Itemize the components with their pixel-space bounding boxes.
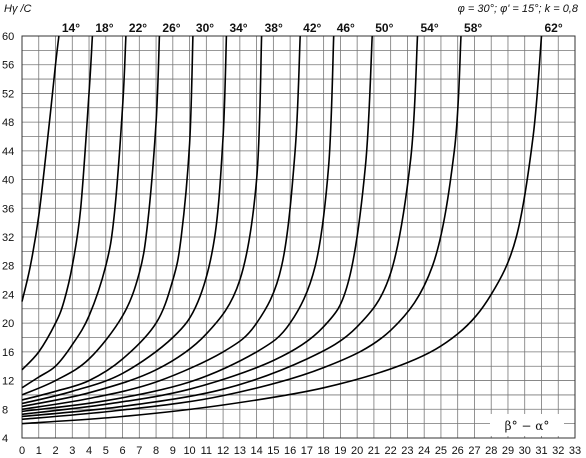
curve-line (21, 35, 462, 421)
grid (21, 35, 576, 439)
x-tick-label: 14 (250, 445, 262, 457)
y-tick-label: 52 (2, 88, 14, 100)
curve-label-background (127, 21, 158, 35)
curve-label-background (161, 21, 192, 35)
x-tick-label: 15 (267, 445, 279, 457)
curve-label: 22° (129, 21, 147, 35)
curve-label: 62° (544, 21, 562, 35)
x-tick-label: 11 (201, 445, 212, 457)
x-tick-label: 26 (452, 445, 464, 457)
y-tick-label: 12 (2, 376, 14, 388)
curve-line (21, 35, 335, 413)
x-tick-label: 0 (19, 445, 25, 457)
curve-line (21, 35, 161, 396)
parameters-label: φ = 30°; φ' = 15°; k = 0,8 (458, 3, 579, 15)
x-tick-label: 10 (183, 445, 195, 457)
y-tick-label: 8 (2, 404, 8, 416)
y-axis-label: Hγ /C (4, 3, 32, 15)
x-tick-label: 9 (170, 445, 176, 457)
curve-line (21, 35, 419, 418)
curve-label: 26° (162, 21, 180, 35)
curve-label: 38° (265, 21, 283, 35)
x-tick-label: 12 (217, 445, 229, 457)
x-tick-label: 7 (136, 445, 142, 457)
x-axis-label: β° − α° (505, 419, 550, 433)
curve-line (21, 35, 127, 389)
curve-line (21, 35, 94, 371)
curve-line (21, 35, 228, 405)
x-tick-label: 3 (69, 445, 75, 457)
x-tick-label: 27 (468, 445, 480, 457)
curve-label-background (463, 21, 494, 35)
curve-line (21, 35, 373, 416)
curve-label-background (228, 21, 259, 35)
x-tick-label: 19 (334, 445, 346, 457)
y-tick-label: 44 (2, 146, 14, 158)
x-tick-label: 30 (519, 445, 531, 457)
curve-line (21, 35, 301, 411)
curve-label-background (194, 21, 225, 35)
x-tick-label: 33 (569, 445, 581, 457)
y-tick-label: 4 (2, 433, 8, 445)
x-tick-label: 16 (284, 445, 296, 457)
x-tick-label: 22 (385, 445, 397, 457)
curve-label-background (419, 21, 450, 35)
x-axis-label-background (490, 414, 564, 436)
x-tick-label: 32 (552, 445, 564, 457)
curve-label: 34° (229, 21, 247, 35)
curve-label-background (335, 21, 366, 35)
x-tick-label: 2 (52, 445, 58, 457)
curve-label-background (94, 21, 125, 35)
x-tick-label: 29 (502, 445, 514, 457)
y-tick-label: 32 (2, 232, 14, 244)
curve-label: 42° (303, 21, 321, 35)
curve-label: 18° (95, 21, 113, 35)
curve-label: 30° (196, 21, 214, 35)
x-tick-label: 13 (234, 445, 246, 457)
x-tick-label: 25 (435, 445, 447, 457)
x-tick-label: 4 (86, 445, 92, 457)
x-tick-label: 18 (318, 445, 330, 457)
x-tick-label: 8 (153, 445, 159, 457)
y-tick-label: 36 (2, 203, 14, 215)
plot-frame (21, 35, 576, 439)
y-tick-label: 56 (2, 60, 14, 72)
curve-label-background (302, 21, 333, 35)
y-tick-label: 60 (2, 31, 14, 43)
curve-labels: 14° 18° 22° 26° 30° 34° 38° 42° 46° 50° 54° 58° 62° (60, 21, 574, 35)
curve-label-background (543, 21, 574, 35)
x-tick-label: 17 (301, 445, 313, 457)
x-tick-label: 21 (368, 445, 380, 457)
x-tick-label: 5 (103, 445, 109, 457)
y-tick-label: 48 (2, 117, 14, 129)
curve-label: 50° (375, 21, 393, 35)
curve-label: 46° (337, 21, 355, 35)
y-tick-label: 20 (2, 318, 14, 330)
x-tick-label: 23 (401, 445, 413, 457)
x-tick-label: 1 (36, 445, 42, 457)
curve-label: 58° (464, 21, 482, 35)
curve-label-background (263, 21, 294, 35)
x-tick-label: 24 (418, 445, 430, 457)
curve-line (21, 35, 543, 425)
y-tick-label: 40 (2, 175, 14, 187)
x-tick-label: 20 (351, 445, 363, 457)
curve-line (21, 35, 263, 408)
y-tick-label: 16 (2, 347, 14, 359)
curve-label-background (60, 21, 91, 35)
curve-label: 54° (420, 21, 438, 35)
y-tick-label: 28 (2, 261, 14, 273)
curve-line (21, 35, 194, 401)
x-tick-label: 6 (119, 445, 125, 457)
curve-line (21, 35, 60, 302)
curve-label: 14° (62, 21, 80, 35)
curve-label-background (374, 21, 405, 35)
x-tick-label: 31 (535, 445, 547, 457)
curves (21, 35, 543, 425)
y-tick-label: 24 (2, 289, 14, 301)
x-tick-label: 28 (485, 445, 497, 457)
